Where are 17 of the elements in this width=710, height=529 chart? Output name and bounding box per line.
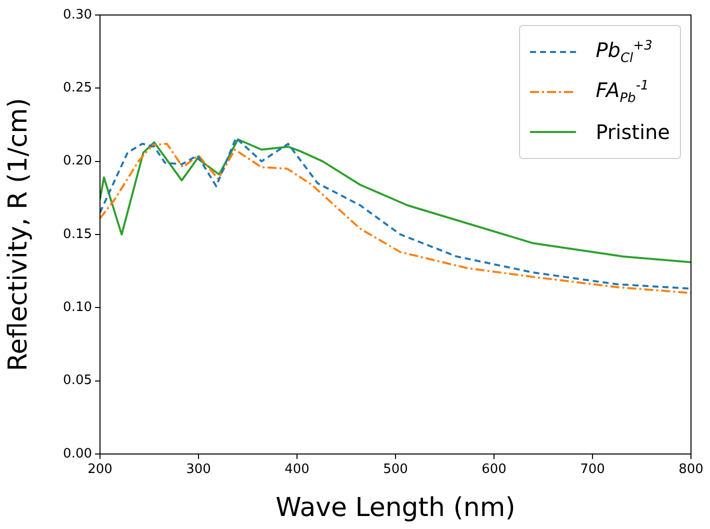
y-tick-label: 0.10 — [63, 300, 92, 316]
legend-label: Pristine — [596, 120, 670, 144]
y-tick-label: 0.15 — [63, 226, 92, 242]
y-tick-label: 0.25 — [63, 80, 92, 96]
y-tick-label: 0.30 — [63, 7, 92, 22]
x-tick-label: 600 — [482, 462, 506, 478]
x-tick-label: 400 — [284, 462, 310, 478]
y-tick-label: 0.05 — [63, 373, 92, 388]
x-tick-label: 200 — [88, 462, 112, 478]
x-tick-label: 500 — [383, 462, 408, 478]
y-axis-title: Reflectivity, R (1/cm) — [3, 98, 34, 372]
x-tick-label: 700 — [580, 462, 605, 478]
y-tick-label: 0.00 — [63, 446, 92, 462]
x-tick-label: 300 — [186, 462, 211, 478]
y-tick-label: 0.20 — [63, 154, 92, 169]
x-axis-title: Wave Length (nm) — [276, 493, 516, 524]
x-tick-label: 800 — [678, 462, 704, 478]
